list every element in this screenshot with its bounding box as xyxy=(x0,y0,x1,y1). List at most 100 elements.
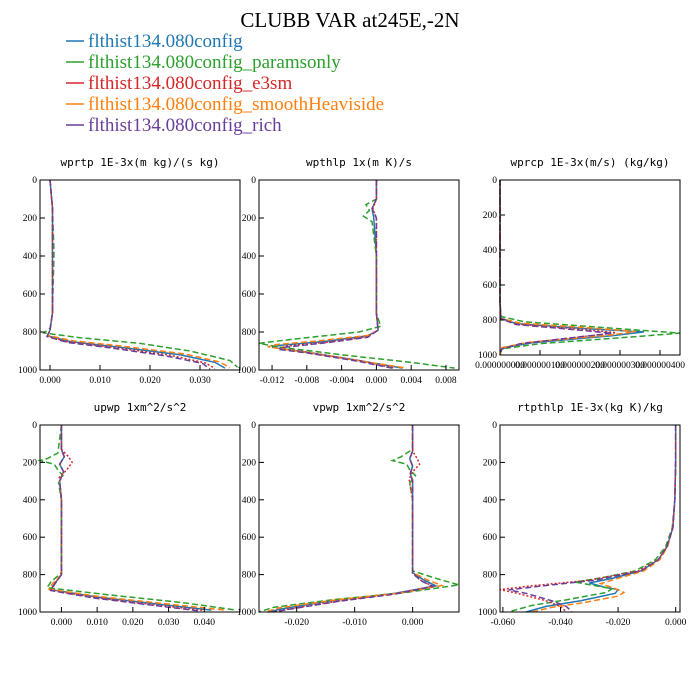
x-tick-label: 0.010 xyxy=(86,618,108,628)
y-tick-label: 200 xyxy=(242,458,257,468)
series-line-4 xyxy=(47,425,226,611)
y-tick-label: 400 xyxy=(483,246,498,256)
y-tick-label: 200 xyxy=(23,458,38,468)
legend: flthist134.080configflthist134.080config… xyxy=(66,31,384,136)
y-tick-label: 600 xyxy=(23,533,38,543)
x-tick-label: 0.000000100 xyxy=(515,361,565,371)
y-tick-label: 200 xyxy=(23,214,38,224)
x-tick-label: 0.030 xyxy=(189,376,211,386)
x-tick-label: 0.000 xyxy=(402,618,424,628)
series-line-5 xyxy=(49,425,201,612)
x-tick-label: -0.004 xyxy=(329,376,354,386)
panel-title: vpwp 1xm^2/s^2 xyxy=(313,401,406,414)
panel-title: wpthlp 1x(m K)/s xyxy=(306,156,412,169)
panel-title: wprtp 1E-3x(m kg)/(s kg) xyxy=(61,156,220,169)
x-tick-label: 0.000 xyxy=(366,376,388,386)
y-tick-label: 600 xyxy=(483,533,498,543)
y-tick-label: 600 xyxy=(483,281,498,291)
series-line-4 xyxy=(46,179,231,369)
y-tick-label: 200 xyxy=(483,211,498,221)
panel-2: wpthlp 1x(m K)/s02004006008001000-0.012-… xyxy=(237,156,460,386)
y-tick-label: 1000 xyxy=(478,351,497,361)
y-tick-label: 800 xyxy=(23,571,38,581)
y-tick-label: 0 xyxy=(251,421,256,431)
series-line-1 xyxy=(49,425,212,611)
series-line-5 xyxy=(278,180,394,370)
x-tick-label: -0.020 xyxy=(284,618,309,628)
x-tick-label: 0.020 xyxy=(139,376,161,386)
panel-3: wprcp 1E-3x(m/s) (kg/kg) 0 200 400 600 800 100… xyxy=(475,156,685,371)
y-tick-label: 1000 xyxy=(478,608,497,618)
y-tick-label: 0 xyxy=(492,176,497,186)
panel-4: upwp 1xm^2/s^2 0 200 400 600 800 1000 0.000 0.01… xyxy=(18,401,241,628)
y-tick-label: 200 xyxy=(483,458,498,468)
series-line-2 xyxy=(258,180,455,369)
x-tick-label: -0.040 xyxy=(548,618,573,628)
y-tick-label: 0 xyxy=(32,176,37,186)
series-line-2 xyxy=(511,425,677,612)
panels: wprtp 1E-3x(m kg)/(s kg) 0 200 400 600 800 100… xyxy=(18,156,687,628)
y-tick-label: 1000 xyxy=(237,366,256,376)
x-tick-label: -0.010 xyxy=(342,618,367,628)
x-tick-label: 0.008 xyxy=(435,376,457,386)
x-tick-label: 0.000000300 xyxy=(595,361,645,371)
y-tick-label: 800 xyxy=(242,571,257,581)
series-line-5 xyxy=(273,425,436,613)
y-tick-label: 200 xyxy=(242,214,257,224)
x-tick-label: 0.040 xyxy=(194,618,216,628)
x-tick-label: -0.060 xyxy=(491,618,516,628)
series-line-3 xyxy=(49,425,205,612)
x-tick-label: 0.030 xyxy=(158,618,180,628)
x-tick-label: 0.000000200 xyxy=(555,361,605,371)
series-line-3 xyxy=(273,425,436,613)
panel-title: upwp 1xm^2/s^2 xyxy=(94,401,187,414)
legend-entry: flthist134.080config xyxy=(88,31,243,52)
plot-frame xyxy=(258,179,460,371)
series-line-5 xyxy=(45,179,211,370)
legend-entry: flthist134.080config_e3sm xyxy=(88,73,292,94)
y-tick-label: 400 xyxy=(483,496,498,506)
series-line-3 xyxy=(499,180,617,356)
y-tick-label: 400 xyxy=(23,496,38,506)
x-tick-label: 0.000 xyxy=(39,376,61,386)
y-tick-label: 800 xyxy=(23,328,38,338)
y-tick-label: 400 xyxy=(242,252,257,262)
x-tick-label: 0.000000400 xyxy=(635,361,685,371)
y-tick-label: 0 xyxy=(492,421,497,431)
y-tick-label: 600 xyxy=(23,290,38,300)
y-tick-label: 1000 xyxy=(18,366,37,376)
y-tick-label: 800 xyxy=(242,328,257,338)
series-line-4 xyxy=(264,425,445,613)
y-tick-label: 800 xyxy=(483,316,498,326)
series-line-2 xyxy=(37,424,237,611)
series-line-2 xyxy=(42,179,238,368)
x-tick-label: 0.000 xyxy=(665,618,687,628)
plot-frame xyxy=(499,424,681,613)
x-tick-label: 0.010 xyxy=(89,376,111,386)
panel-1: wprtp 1E-3x(m kg)/(s kg) 0 200 400 600 800 100… xyxy=(18,156,241,386)
y-tick-label: 600 xyxy=(242,533,257,543)
plot-frame xyxy=(258,424,460,613)
x-tick-label: 0.000000000 xyxy=(475,361,525,371)
x-tick-label: 0.000 xyxy=(51,618,73,628)
series-line-1 xyxy=(46,179,226,369)
plot-frame xyxy=(499,179,681,356)
y-tick-label: 400 xyxy=(23,252,38,262)
y-tick-label: 1000 xyxy=(237,608,256,618)
x-tick-label: -0.012 xyxy=(260,376,285,386)
y-tick-label: 600 xyxy=(242,290,257,300)
series-line-1 xyxy=(267,425,439,613)
y-tick-label: 1000 xyxy=(18,608,37,618)
x-tick-label: 0.020 xyxy=(122,618,144,628)
panel-6: rtpthlp 1E-3x(kg K)/kg02004006008001000-… xyxy=(478,401,687,628)
series-line-4 xyxy=(531,425,677,613)
legend-entry: flthist134.080config_paramsonly xyxy=(88,52,341,73)
x-tick-label: -0.008 xyxy=(295,376,320,386)
x-tick-label: -0.020 xyxy=(606,618,631,628)
series-line-5 xyxy=(508,425,677,613)
legend-entry: flthist134.080config_smoothHeaviside xyxy=(88,94,384,115)
legend-entry: flthist134.080config_rich xyxy=(88,115,282,136)
y-tick-label: 400 xyxy=(242,496,257,506)
y-tick-label: 0 xyxy=(251,176,256,186)
